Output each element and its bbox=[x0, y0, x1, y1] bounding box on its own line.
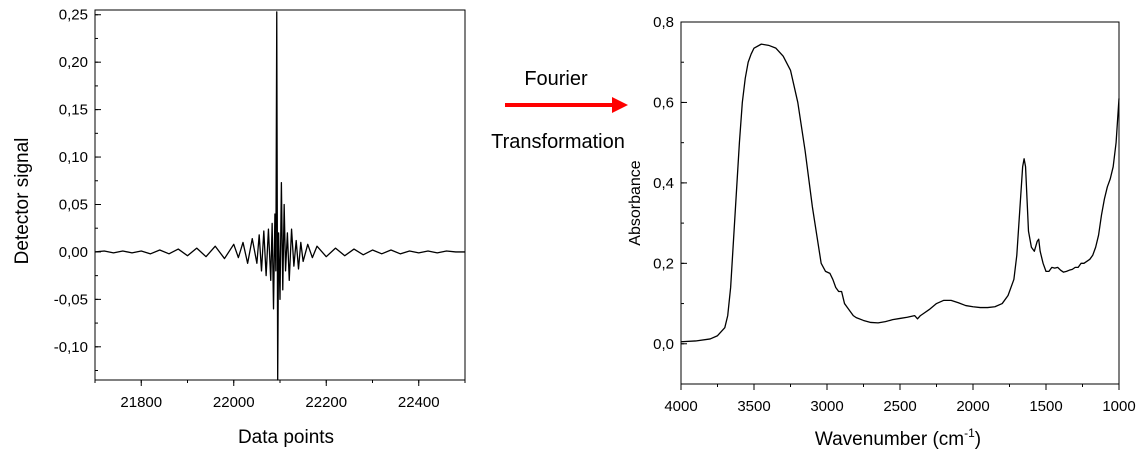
right-x-axis-title-main: Wavenumber (cm bbox=[815, 429, 964, 450]
right-y-axis-title: Absorbance bbox=[627, 160, 644, 245]
right-y-tick-label: 0,2 bbox=[653, 255, 674, 272]
left-y-tick-label: 0,10 bbox=[59, 149, 88, 166]
left-y-tick-label: 0,00 bbox=[59, 244, 88, 261]
right-x-tick-label: 3000 bbox=[810, 398, 843, 415]
right-y-tick-label: 0,6 bbox=[653, 94, 674, 111]
left-x-tick-label: 22400 bbox=[398, 394, 440, 411]
left-series-group bbox=[94, 11, 465, 381]
left-y-tick-label: 0,20 bbox=[59, 54, 88, 71]
right-y-tick-label: 0,0 bbox=[653, 336, 674, 353]
right-plot-frame bbox=[680, 21, 1120, 385]
left-y-axis-title: Detector signal bbox=[12, 138, 33, 265]
left-x-ticks: 21800 22000 22200 22400 bbox=[94, 380, 466, 411]
fourier-annotation: Fourier Transformation bbox=[491, 68, 628, 153]
right-x-axis-title-suffix: ) bbox=[975, 429, 981, 450]
right-chart: 0,0 0,2 0,4 0,6 0,8 4000 3500 3000 2500 2000 1500… bbox=[627, 14, 1136, 450]
annotation-arrow-head bbox=[612, 97, 628, 113]
left-y-tick-label: 0,05 bbox=[59, 196, 88, 213]
right-x-tick-label: 2000 bbox=[956, 398, 989, 415]
left-x-tick-label: 21800 bbox=[120, 394, 162, 411]
annotation-bottom-text: Transformation bbox=[491, 131, 625, 153]
left-series-line bbox=[94, 11, 465, 381]
right-x-tick-label: 1500 bbox=[1029, 398, 1062, 415]
right-x-axis-title-superscript: -1 bbox=[964, 426, 975, 440]
right-series-line bbox=[680, 43, 1120, 343]
right-y-tick-label: 0,8 bbox=[653, 14, 674, 31]
left-y-tick-label: 0,25 bbox=[59, 7, 88, 24]
left-chart: -0,10 -0,05 0,00 0,05 0,10 0,15 0,20 0,25 21800… bbox=[12, 7, 466, 448]
left-x-axis-title: Data points bbox=[238, 427, 334, 448]
right-x-tick-label: 1000 bbox=[1102, 398, 1135, 415]
right-y-ticks: 0,0 0,2 0,4 0,6 0,8 bbox=[653, 14, 687, 385]
annotation-top-text: Fourier bbox=[524, 68, 588, 90]
right-series-group bbox=[680, 43, 1120, 343]
right-x-tick-label: 3500 bbox=[737, 398, 770, 415]
right-x-tick-label: 4000 bbox=[664, 398, 697, 415]
left-y-tick-label: 0,15 bbox=[59, 102, 88, 119]
right-x-ticks: 4000 3500 3000 2500 2000 1500 1000 bbox=[664, 384, 1136, 415]
left-x-tick-label: 22200 bbox=[305, 394, 347, 411]
left-plot-frame bbox=[94, 9, 466, 381]
left-y-tick-label: -0,10 bbox=[54, 339, 88, 356]
right-x-axis-title: Wavenumber (cm-1) bbox=[815, 426, 981, 450]
left-y-ticks: -0,10 -0,05 0,00 0,05 0,10 0,15 0,20 0,25 bbox=[54, 7, 101, 372]
left-x-tick-label: 22000 bbox=[213, 394, 255, 411]
right-x-tick-label: 2500 bbox=[883, 398, 916, 415]
right-y-tick-label: 0,4 bbox=[653, 175, 674, 192]
left-y-tick-label: -0,05 bbox=[54, 291, 88, 308]
